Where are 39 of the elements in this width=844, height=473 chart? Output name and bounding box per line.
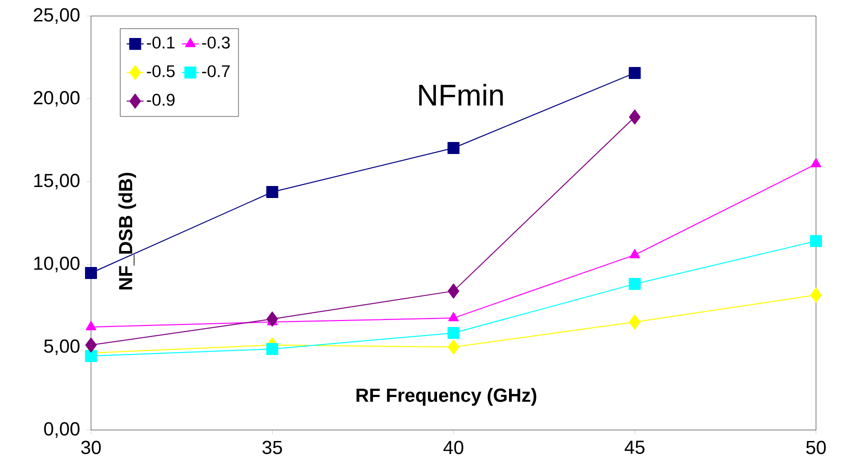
x-axis-title: RF Frequency (GHz) (356, 388, 536, 406)
legend-label: -0.3 (202, 36, 230, 49)
point (266, 312, 278, 327)
point (266, 343, 278, 355)
x-tick-label: 50 (806, 440, 826, 454)
point (810, 235, 822, 248)
point (85, 267, 97, 279)
point (630, 248, 640, 258)
y-tick-label: 25,00 (34, 8, 80, 24)
y-tick-label: 5,00 (44, 339, 80, 356)
point (448, 340, 460, 355)
point (629, 314, 640, 330)
annotation: NFmin (419, 84, 503, 106)
legend-label: -0.7 (202, 65, 230, 78)
legend-label: -0.5 (146, 65, 175, 78)
point (448, 284, 460, 299)
point (85, 338, 97, 353)
point (628, 66, 641, 79)
legend-label: -0.9 (146, 94, 175, 106)
y-tick-label: 15,00 (34, 174, 80, 190)
x-tick-label: 40 (443, 440, 464, 454)
y-tick-label: 10,00 (34, 256, 80, 272)
y-tick-label: 20,00 (34, 90, 80, 107)
point (448, 326, 460, 339)
point (86, 321, 96, 330)
point (85, 350, 97, 362)
x-tick-label: 45 (624, 440, 644, 454)
x-tick-label: 30 (81, 440, 101, 454)
point (448, 312, 459, 322)
point (448, 142, 460, 154)
y-axis-title: NF_DSB (dB) (118, 172, 136, 290)
point (810, 158, 822, 168)
point (628, 278, 641, 290)
x-tick-label: 35 (262, 440, 282, 454)
y-tick-label: 0,00 (44, 422, 80, 438)
legend-label: -0.1 (146, 36, 175, 49)
point (629, 110, 640, 124)
point (810, 288, 822, 303)
point (266, 186, 278, 198)
